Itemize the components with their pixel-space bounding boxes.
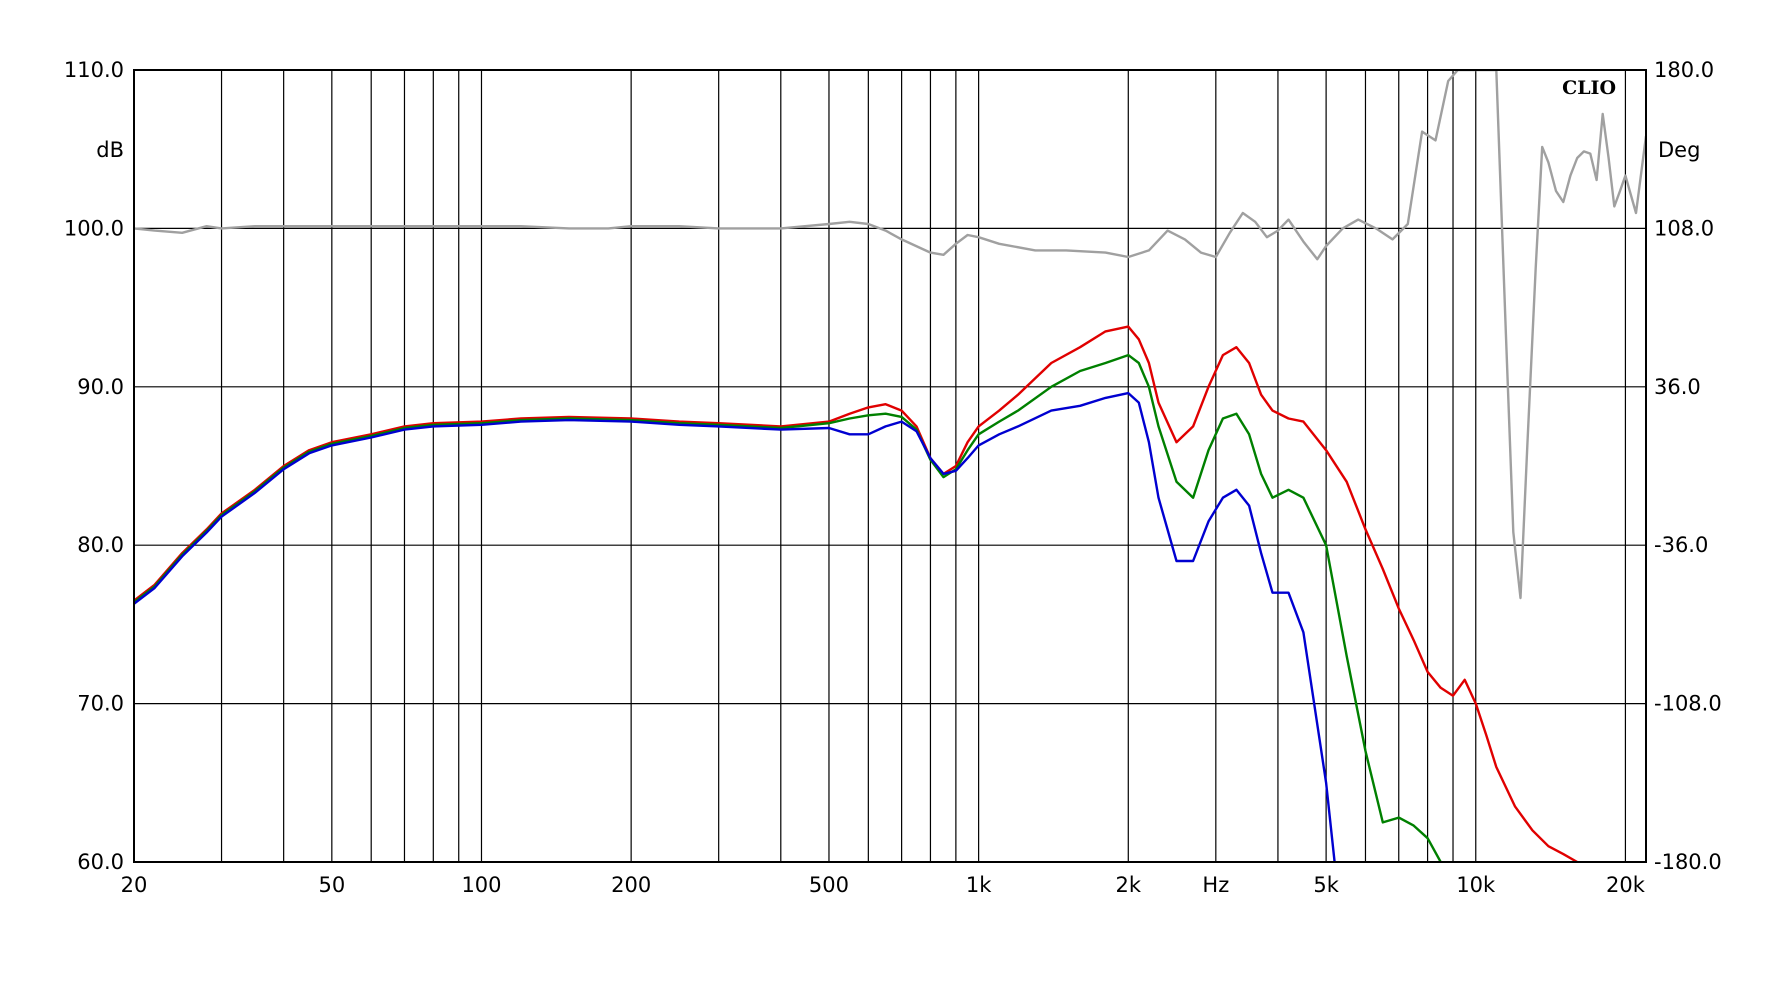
- x-tick-label: 5k: [1313, 873, 1339, 897]
- y-tick-label: 100.0: [64, 216, 124, 240]
- brand-label: CLIO: [1562, 77, 1616, 99]
- y-tick-label: 80.0: [77, 533, 124, 557]
- y-tick-label: 90.0: [77, 375, 124, 399]
- y-axis-unit-label: dB: [96, 138, 124, 162]
- y-tick-label: 110.0: [64, 58, 124, 82]
- y2-tick-label: 180.0: [1654, 58, 1714, 82]
- x-tick-label: 200: [611, 873, 651, 897]
- y-tick-label: 60.0: [77, 850, 124, 874]
- y2-tick-label: -180.0: [1654, 850, 1722, 874]
- x-tick-label: 10k: [1456, 873, 1496, 897]
- tick-labels: 60.0 70.0 80.0 90.0 100.0 110.0 -180.0 -108.0 -3…: [64, 58, 1722, 897]
- x-tick-label: 1k: [966, 873, 992, 897]
- series-group: [134, 70, 1646, 862]
- y2-tick-label: 108.0: [1654, 216, 1714, 240]
- series-line-3: [134, 353, 1442, 862]
- series-line-4: [134, 391, 1336, 862]
- series-line-1: [134, 70, 1646, 600]
- x-tick-label: 500: [809, 873, 849, 897]
- x-tick-label: 50: [318, 873, 345, 897]
- x-tick-label: 20k: [1606, 873, 1646, 897]
- y2-tick-label: -36.0: [1654, 533, 1708, 557]
- y-tick-label: 70.0: [77, 692, 124, 716]
- y2-axis-unit-label: Deg: [1658, 138, 1700, 162]
- x-tick-label: 100: [461, 873, 501, 897]
- y2-tick-label: -108.0: [1654, 692, 1722, 716]
- series-line-2: [134, 325, 1578, 862]
- y2-tick-label: 36.0: [1654, 375, 1701, 399]
- x-tick-label: 20: [121, 873, 148, 897]
- x-tick-label: 2k: [1116, 873, 1142, 897]
- plot-frame: [133, 69, 1647, 863]
- x-axis-unit-label: Hz: [1202, 873, 1229, 897]
